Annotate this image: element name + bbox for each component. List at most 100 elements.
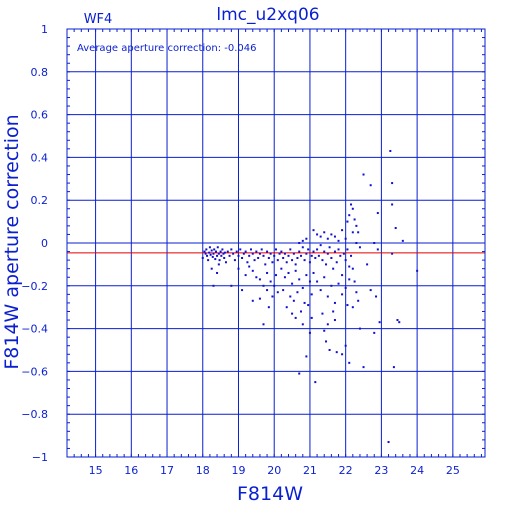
data-point [285,306,288,309]
data-point [218,259,221,262]
data-point [316,233,319,236]
data-point [276,259,279,262]
data-point [219,250,222,253]
data-point [346,304,349,307]
x-tick-label: 24 [410,464,424,477]
data-point [289,248,292,251]
x-tick-label: 25 [446,464,460,477]
data-point [239,248,242,251]
data-point [355,224,358,227]
data-point [296,256,299,259]
data-point [355,291,358,294]
data-point [257,256,260,259]
data-point [242,252,245,255]
data-point [269,252,272,255]
data-point [223,251,226,254]
data-point [333,235,336,238]
data-point [255,276,258,279]
x-tick-label: 21 [303,464,317,477]
data-point [332,267,335,270]
data-point [344,237,347,240]
data-point [271,295,274,298]
data-point [301,323,304,326]
chip-label: WF4 [84,12,113,27]
data-point [341,274,344,277]
data-point [357,299,360,302]
data-point [305,355,308,358]
data-point [308,280,311,283]
data-point [333,250,336,253]
data-point [220,254,223,257]
data-point [339,254,342,257]
data-point [203,250,206,253]
data-point [298,250,301,253]
y-tick-label: 0.6 [31,109,49,122]
data-point [333,301,336,304]
y-tick-label: 0.4 [31,151,49,164]
data-point [392,366,395,369]
data-point [362,366,365,369]
data-point [416,269,419,272]
data-point [300,254,303,257]
data-point [241,289,244,292]
data-point [216,271,219,274]
data-point [237,267,240,270]
average-correction-annotation: Average aperture correction: -0.046 [77,43,257,54]
data-point [294,269,297,272]
data-point [319,244,322,247]
data-point [249,248,252,251]
data-point [266,250,269,253]
data-point [348,214,351,217]
data-point [258,297,261,300]
data-point [208,251,211,254]
data-point [210,249,213,252]
data-point [244,274,247,277]
data-point [298,372,301,375]
data-point [212,252,215,255]
data-point [317,254,320,257]
data-point [271,261,274,264]
data-point [366,263,369,266]
data-point [207,259,210,262]
data-point [264,263,267,266]
x-axis-label: F814W [237,483,303,505]
data-point [232,252,235,255]
plot-frame [66,28,486,458]
data-point [294,263,297,266]
data-point [378,321,381,324]
data-point [344,286,347,289]
data-point [298,278,301,281]
data-point [217,263,220,266]
data-point [248,254,251,257]
data-point [330,284,333,287]
data-point [273,284,276,287]
chart-title: lmc_u2xq06 [216,5,319,25]
data-point [323,250,326,253]
data-point [276,291,279,294]
y-tick-label: 1 [41,23,48,36]
data-point [325,340,328,343]
data-point [205,248,208,251]
data-point [269,280,272,283]
data-point [328,246,331,249]
data-point [330,233,333,236]
data-point [283,276,286,279]
data-point [280,267,283,270]
data-point [326,252,329,255]
x-tick-label: 20 [267,464,281,477]
data-point [319,235,322,238]
data-point [226,250,229,253]
data-point [357,231,360,234]
data-point [358,246,361,249]
data-point [273,254,276,257]
data-point [287,271,290,274]
y-tick-labels: 1 0.8 0.6 0.4 0.2 0 −0.2 −0.4 −0.6 −0.8 −1 [21,23,48,464]
grid-lines [66,28,485,458]
data-point [303,259,306,262]
x-tick-label: 19 [231,464,245,477]
data-point [262,284,265,287]
data-point [344,259,347,262]
data-point [266,289,269,292]
data-point [210,267,213,270]
data-point [280,250,283,253]
